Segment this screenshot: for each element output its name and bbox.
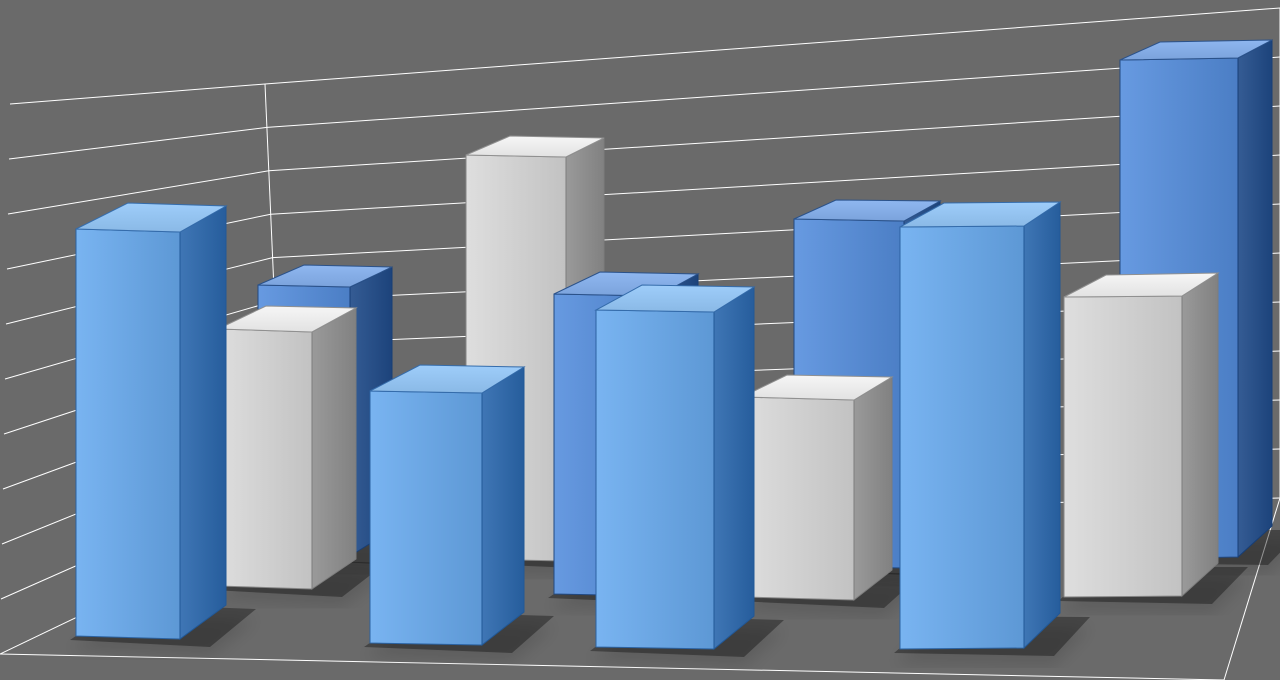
bar-3d-chart — [0, 0, 1280, 680]
